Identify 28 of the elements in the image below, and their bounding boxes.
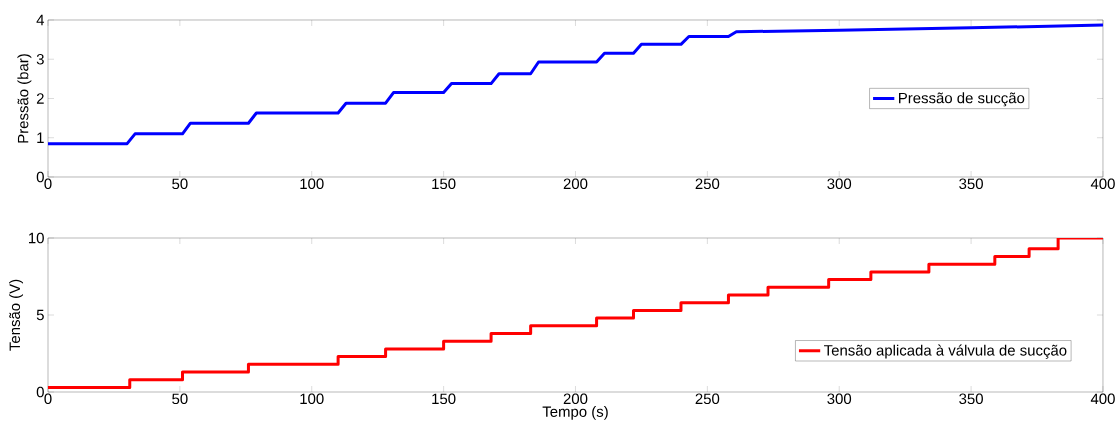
y-axis-title: Pressão (bar) <box>17 54 32 143</box>
x-tick-label: 100 <box>300 178 324 190</box>
x-tick-label: 300 <box>827 178 852 190</box>
x-tick-label: 200 <box>563 178 588 190</box>
x-tick-label: 250 <box>695 393 720 405</box>
x-tick-label: 350 <box>959 178 983 190</box>
x-tick-label: 50 <box>172 393 188 405</box>
x-tick-label: 200 <box>563 393 588 405</box>
y-tick-label: 10 <box>29 232 44 244</box>
y-tick-label: 2 <box>36 93 44 104</box>
x-axis-title: Tempo (s) <box>542 405 608 420</box>
y-tick-label: 4 <box>36 14 45 26</box>
y-axis-title: Tensão (V) <box>9 279 24 351</box>
y-tick-label: 1 <box>37 132 44 143</box>
y-tick-label: 5 <box>36 309 44 321</box>
x-tick-label: 350 <box>959 393 983 405</box>
x-tick-label: 150 <box>432 393 456 405</box>
x-tick-label: 250 <box>695 178 720 190</box>
y-tick-label: 3 <box>36 53 44 65</box>
legend-label: Pressão de sucção <box>899 92 1025 107</box>
legend-label: Tensão aplicada à válvula de sucção <box>824 344 1067 359</box>
x-tick-label: 150 <box>432 178 456 190</box>
x-tick-label: 50 <box>172 178 188 190</box>
x-tick-label: 300 <box>827 393 852 405</box>
x-tick-label: 100 <box>300 393 324 405</box>
x-tick-label: 400 <box>1090 178 1115 190</box>
x-tick-label: 400 <box>1090 393 1115 405</box>
line-series <box>48 23 1103 146</box>
